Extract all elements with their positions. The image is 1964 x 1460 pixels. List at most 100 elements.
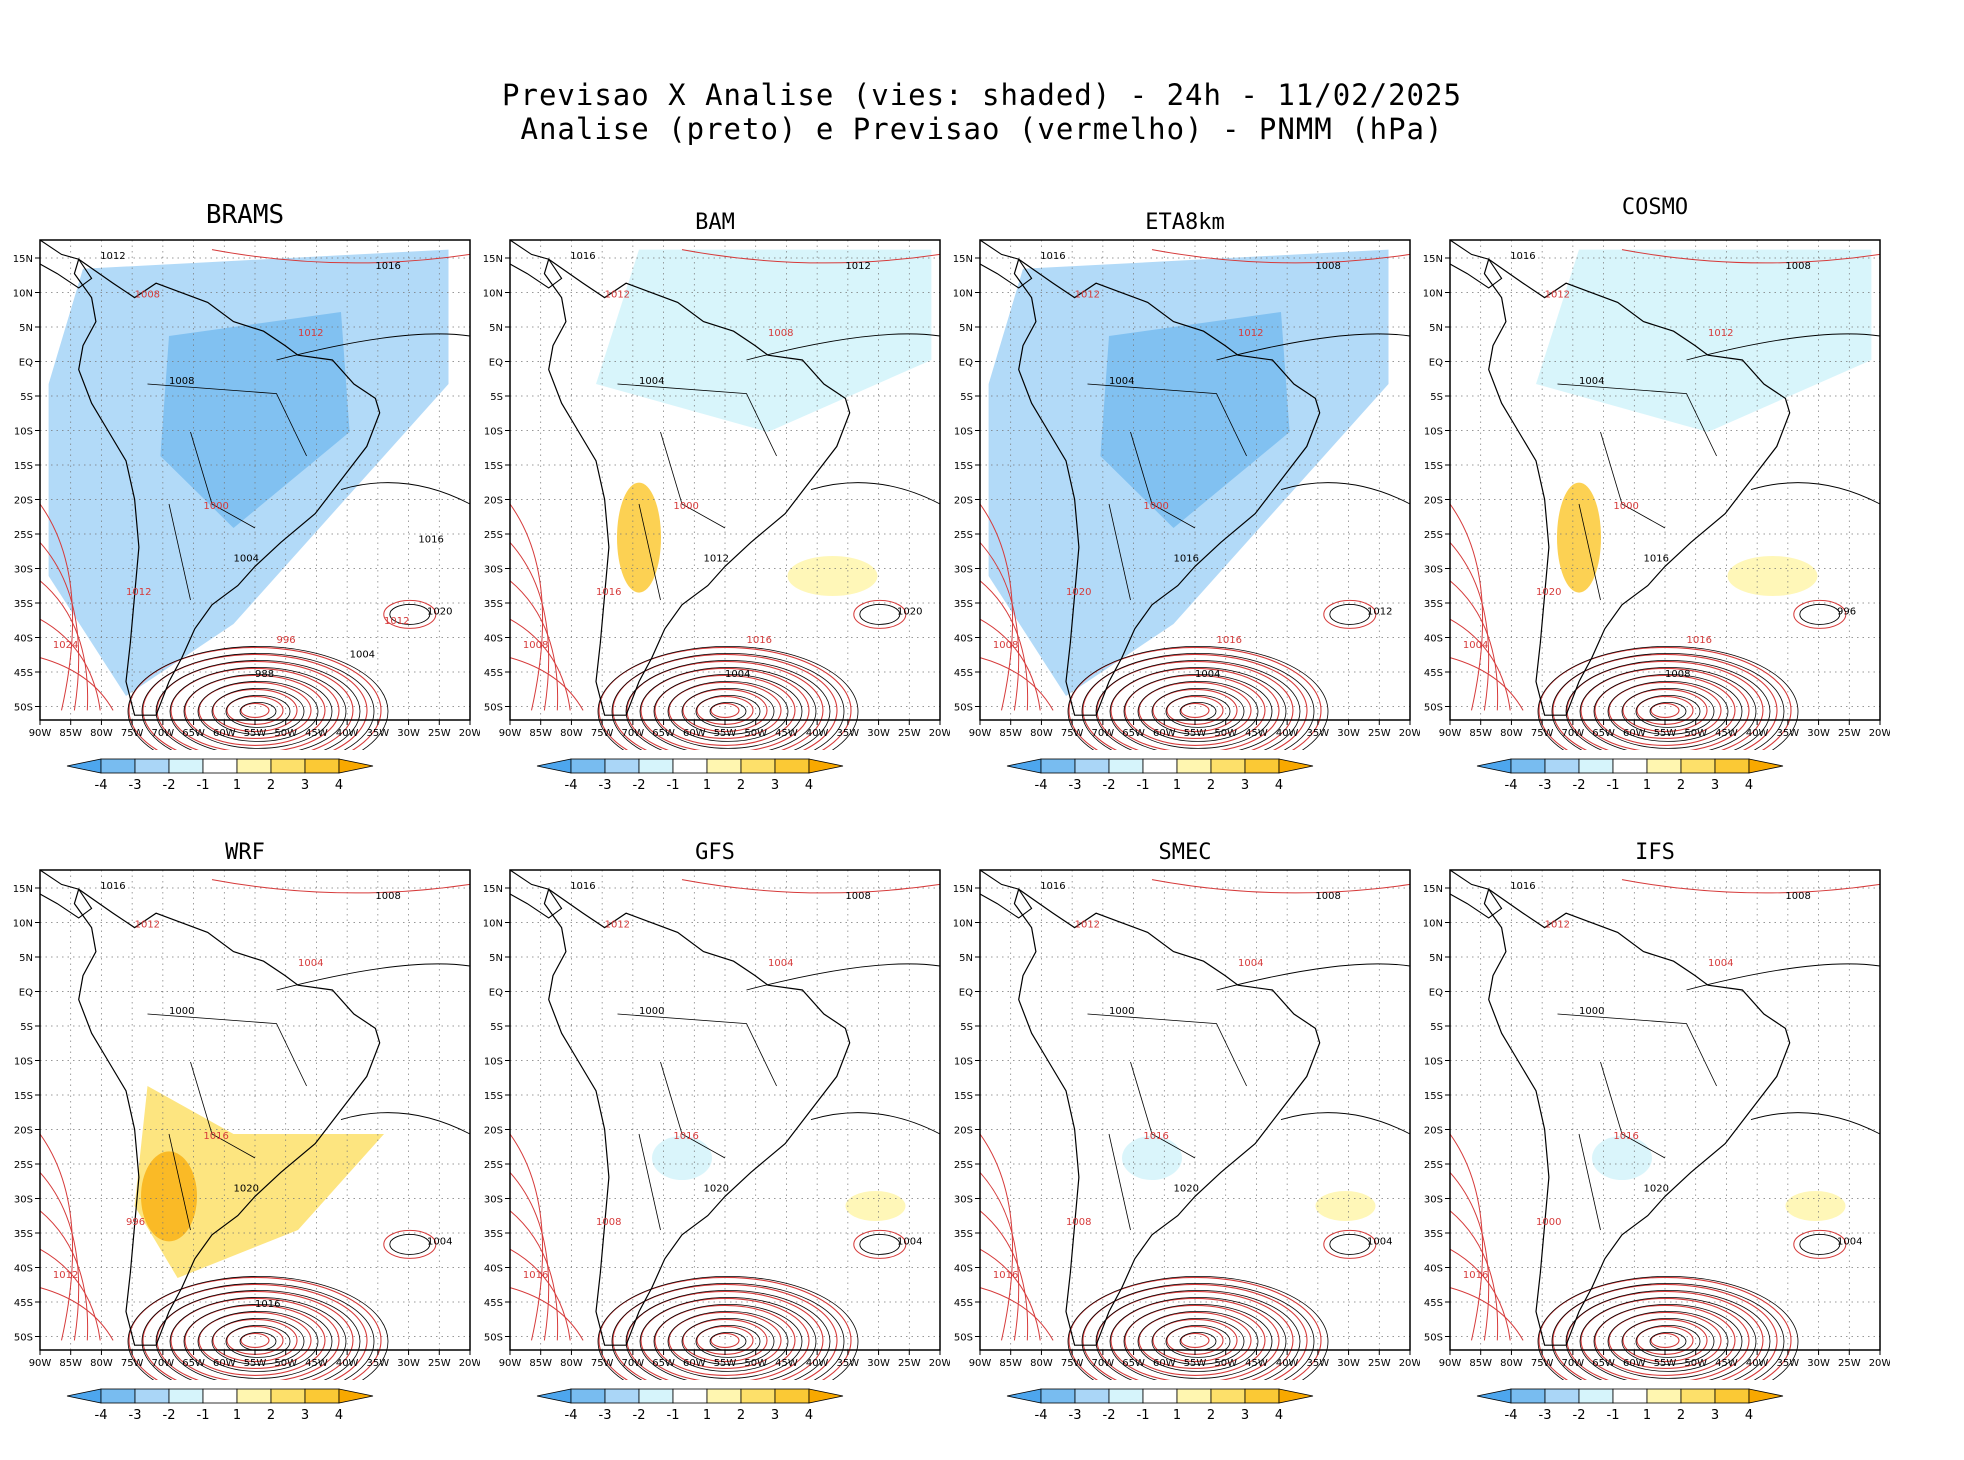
isobar-label: 988	[255, 669, 274, 680]
panel-brams: 1012 1008 1016 1012 1008 1000 1004 1012 1020 1024…	[10, 190, 480, 830]
forecast-isobar	[509, 503, 544, 711]
lat-tick-label: EQ	[1429, 988, 1443, 999]
lat-tick-label: 25S	[1424, 530, 1443, 541]
forecast-isobar	[1096, 1290, 1294, 1380]
lat-tick-label: 30S	[1424, 565, 1443, 576]
forecast-isobar	[383, 1229, 437, 1259]
lat-tick-label: 35S	[954, 1229, 973, 1240]
forecast-isobar	[211, 249, 471, 264]
isobar-label: 1016	[1217, 635, 1242, 646]
isobars	[979, 879, 1411, 1380]
colorbar-swatch	[304, 758, 340, 774]
lon-tick-label: 50W	[1214, 1358, 1237, 1369]
forecast-isobar	[383, 599, 437, 629]
colorbar-swatch	[1142, 758, 1178, 774]
lon-tick-label: 30W	[1807, 1358, 1830, 1369]
analysis-isobar	[597, 646, 859, 750]
analysis-isobar	[639, 667, 817, 750]
isobar-label: 1004	[639, 376, 664, 387]
isobar-label: 1004	[768, 958, 793, 969]
lon-tick-label: 30W	[1807, 728, 1830, 739]
lon-tick-label: 35W	[367, 1358, 390, 1369]
analysis-isobar	[1607, 1311, 1729, 1372]
isobar-label: 1004	[298, 958, 323, 969]
colorbar-label: 2	[1207, 1408, 1215, 1423]
analysis-isobar	[225, 1325, 291, 1358]
isobars	[509, 879, 941, 1380]
isobar-label: 1016	[747, 635, 772, 646]
lon-tick-label: 75W	[591, 728, 614, 739]
forecast-isobar	[1449, 1210, 1499, 1341]
isobar-label: 1020	[897, 606, 922, 617]
colorbar-arrow-low	[536, 1388, 572, 1404]
isobar-label: 1020	[234, 1184, 259, 1195]
lat-tick-label: 15S	[954, 1091, 973, 1102]
colorbar-swatch	[1176, 758, 1212, 774]
colorbar-label: -2	[1573, 1408, 1586, 1423]
isobar-label: 1016	[1040, 881, 1065, 892]
analysis-isobar	[653, 674, 803, 749]
country-borders	[1087, 383, 1247, 601]
colorbar-swatch	[1244, 1388, 1280, 1404]
lon-tick-label: 80W	[90, 1358, 113, 1369]
forecast-isobar	[979, 1210, 1029, 1341]
lon-tick-label: 40W	[336, 728, 359, 739]
lon-tick-label: 75W	[1061, 728, 1084, 739]
isobar-label: 1020	[1174, 1184, 1199, 1195]
isobar-label: 1016	[255, 1299, 280, 1310]
forecast-isobar	[240, 1332, 270, 1348]
colorbar-swatch	[1680, 758, 1716, 774]
lat-tick-label: 10S	[484, 1057, 503, 1068]
colorbar-swatch	[604, 1388, 640, 1404]
forecast-isobar	[509, 618, 571, 711]
colorbar-swatch	[638, 758, 674, 774]
colorbar-swatch	[168, 758, 204, 774]
lat-tick-label: 30S	[954, 1195, 973, 1206]
colorbar-label: -3	[1539, 778, 1552, 793]
analysis-isobar	[1280, 1112, 1411, 1135]
isobar-label: 1004	[1463, 640, 1488, 651]
isobar-label: 1016	[1613, 1131, 1638, 1142]
forecast-isobar	[640, 1297, 810, 1380]
forecast-isobar	[612, 653, 838, 750]
lat-tick-label: 50S	[1424, 703, 1443, 714]
colorbar-label: -1	[197, 1408, 210, 1423]
lon-tick-label: 30W	[397, 1358, 420, 1369]
lat-tick-label: 20S	[954, 496, 973, 507]
lat-tick-label: 45S	[954, 1298, 973, 1309]
colorbar-arrow-high	[338, 758, 374, 774]
colorbar-swatch	[1578, 1388, 1614, 1404]
forecast-isobar	[1449, 580, 1499, 711]
colorbar-label: 2	[267, 778, 275, 793]
lon-tick-label: 55W	[244, 728, 267, 739]
forecast-isobar	[156, 1290, 354, 1380]
forecast-isobar	[1594, 674, 1736, 746]
isobar-label: 1004	[1195, 669, 1220, 680]
forecast-isobar	[1323, 1229, 1377, 1259]
colorbar-swatch	[202, 758, 238, 774]
forecast-isobar	[170, 1297, 340, 1380]
analysis-isobar	[183, 1304, 333, 1379]
forecast-isobar	[39, 1287, 114, 1341]
isobar-label: 1000	[1143, 501, 1168, 512]
coastline	[979, 869, 1321, 1346]
isobar-label: 1016	[100, 881, 125, 892]
lat-tick-label: 50S	[14, 1333, 33, 1344]
colorbar-label: 1	[1173, 1408, 1181, 1423]
analysis-isobar	[1607, 681, 1729, 742]
lon-tick-label: 75W	[1531, 728, 1554, 739]
map: 1016 1012 1012 1008 1004 1000 1012 1016 1020 1008…	[483, 239, 950, 750]
isobar-label: 1008	[523, 640, 548, 651]
forecast-isobar	[1138, 1311, 1252, 1369]
colorbar-swatch	[1040, 758, 1076, 774]
lon-tick-label: 20W	[1869, 1358, 1890, 1369]
analysis-isobar	[1165, 1325, 1231, 1358]
panel-wrf: 1016 1012 1008 1004 1000 1016 1020 996 1004 1012 1…	[10, 820, 480, 1460]
isobar-label: 1004	[427, 1236, 452, 1247]
lat-lon-grid	[1449, 240, 1881, 720]
lat-tick-label: 45S	[14, 668, 33, 679]
lon-tick-label: 35W	[1307, 1358, 1330, 1369]
isobar-label: 996	[126, 1217, 145, 1228]
forecast-isobar	[1566, 1290, 1764, 1380]
forecast-isobar	[1608, 681, 1722, 739]
